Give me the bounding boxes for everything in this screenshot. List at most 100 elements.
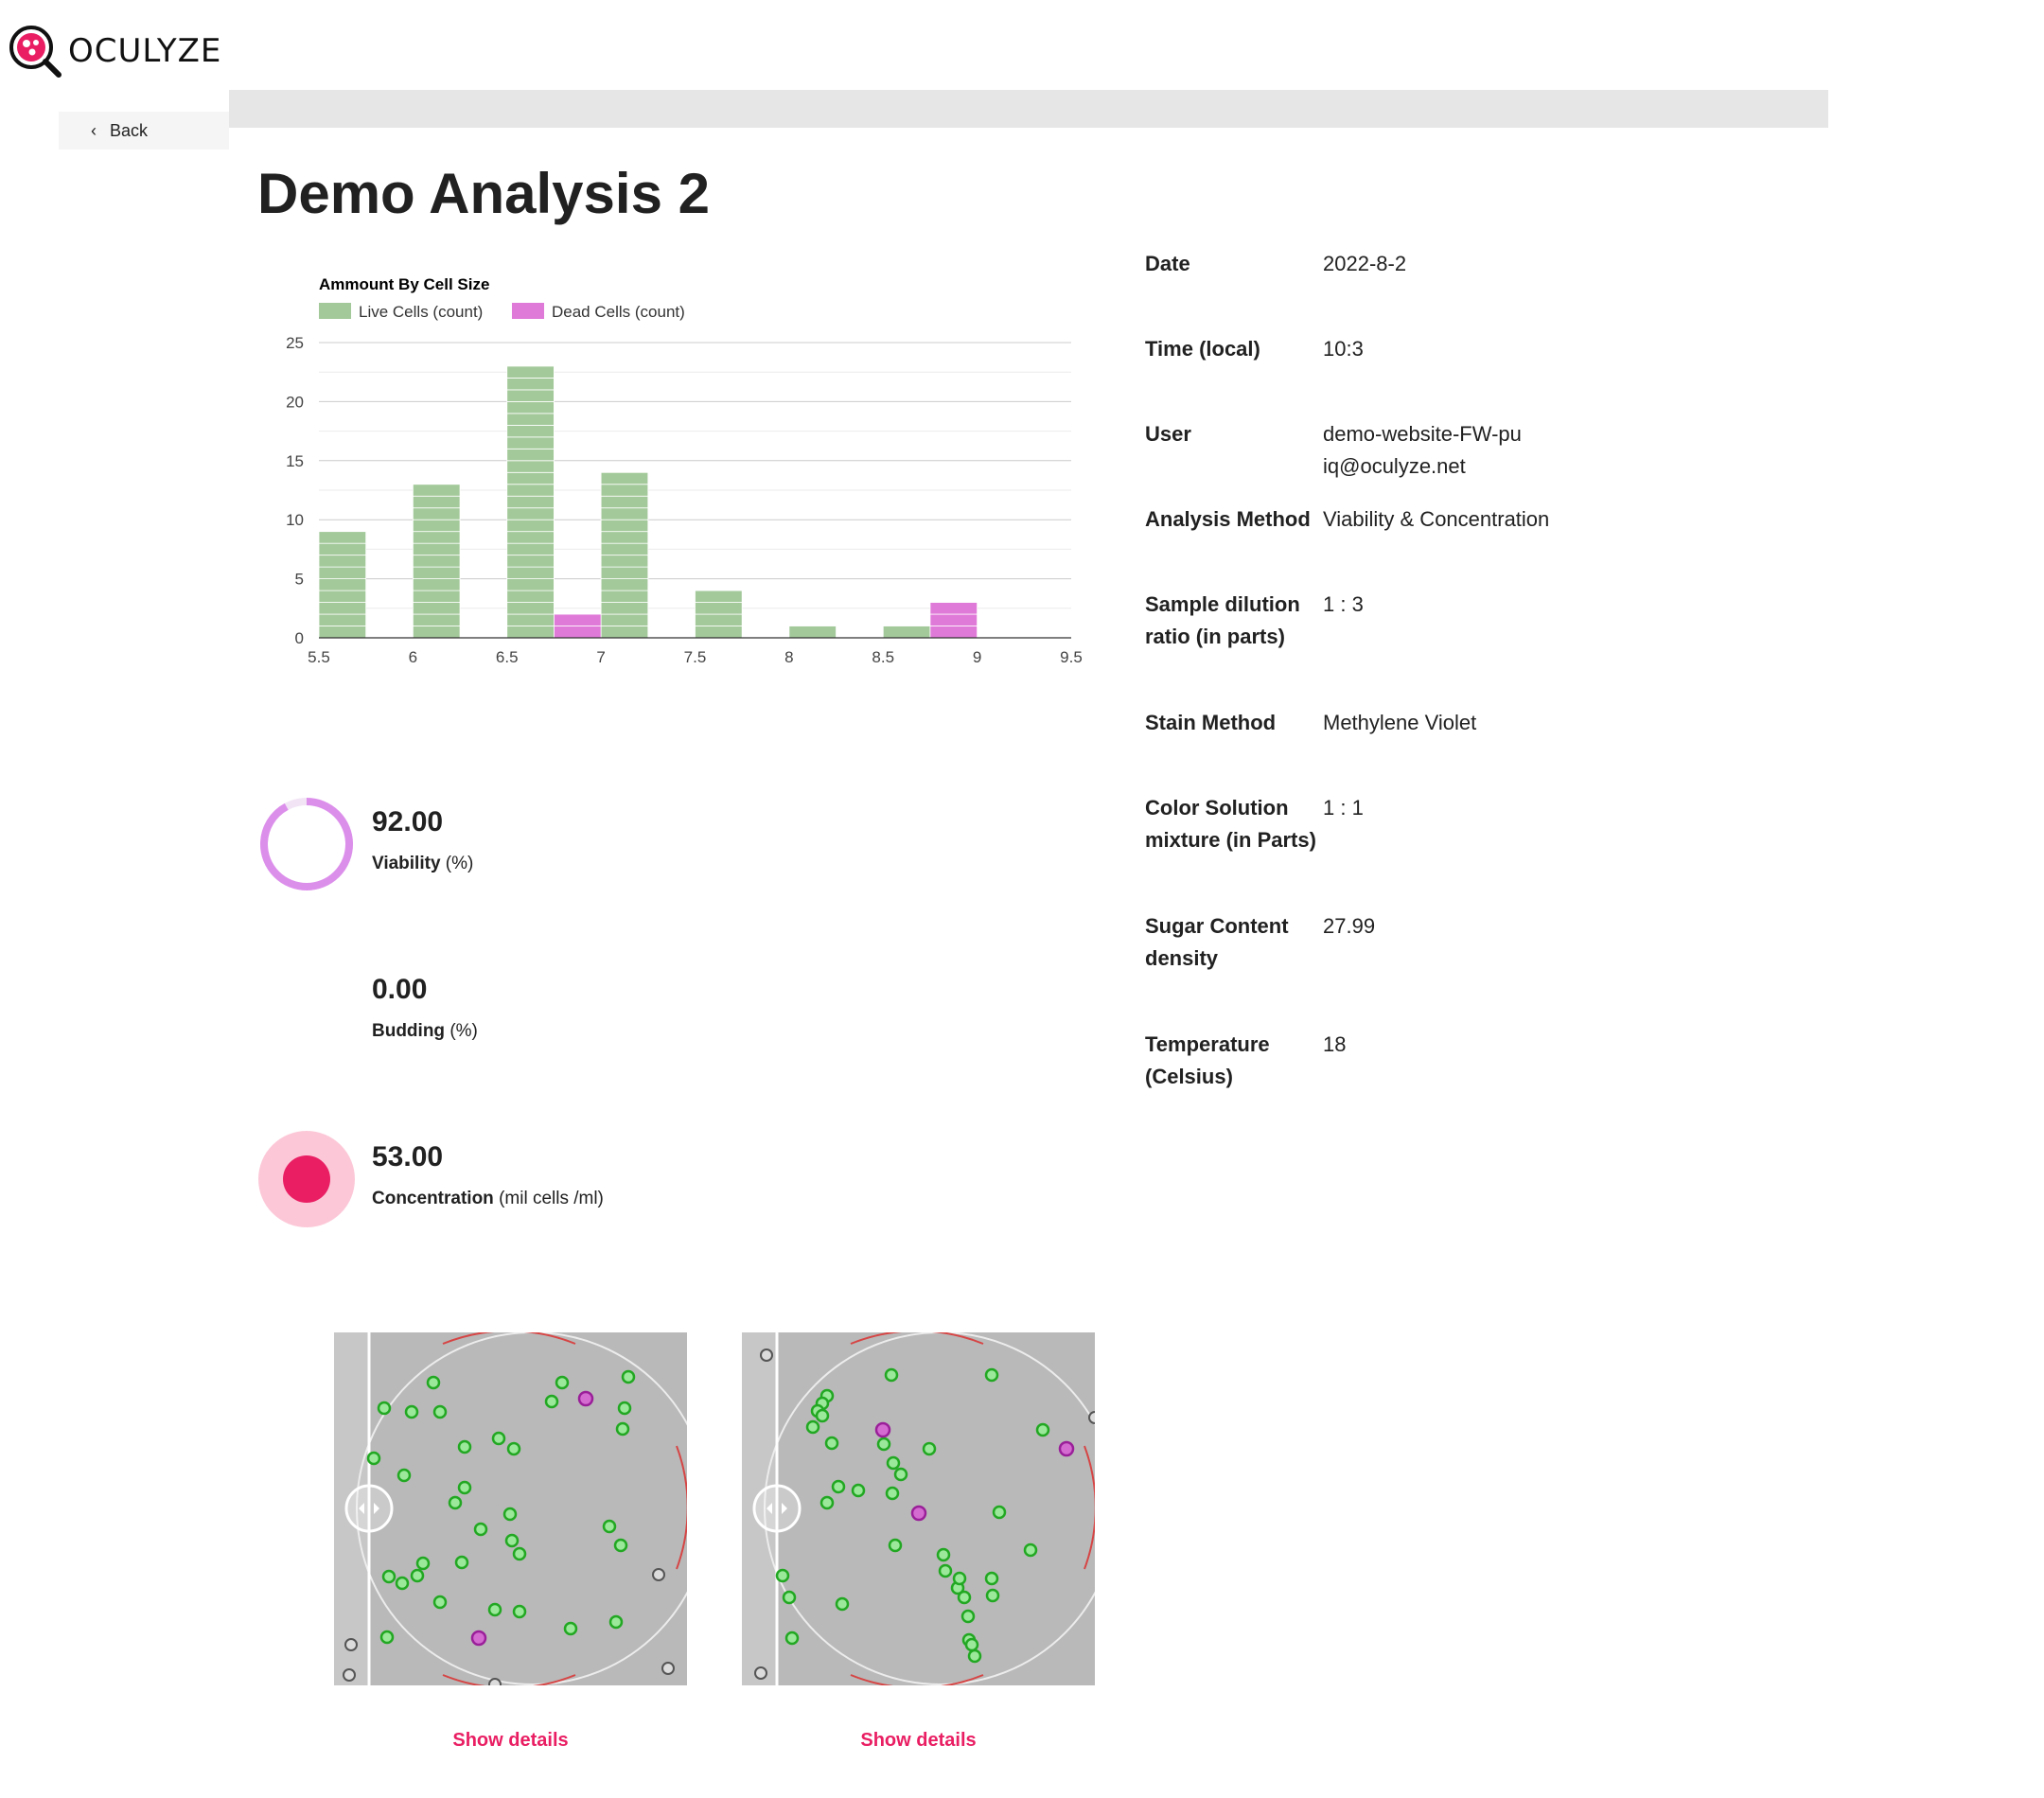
bar-segment bbox=[695, 590, 743, 603]
bar-segment bbox=[412, 626, 461, 639]
info-key: User bbox=[1145, 422, 1191, 446]
bar-segment bbox=[506, 484, 555, 497]
counting-area bbox=[764, 1332, 1095, 1685]
viability-metric: 92.00 Viability (%) bbox=[257, 793, 920, 897]
live-cell bbox=[432, 1404, 448, 1419]
live-cell bbox=[608, 1614, 624, 1630]
live-cell bbox=[615, 1421, 630, 1437]
bar-segment bbox=[600, 602, 649, 615]
legend-swatch bbox=[512, 303, 544, 319]
live-cell bbox=[815, 1408, 830, 1423]
info-value: 18 bbox=[1323, 1032, 1347, 1056]
info-key: Sample dilution ratio (in parts) bbox=[1145, 592, 1300, 648]
microscope-image-1[interactable] bbox=[334, 1332, 687, 1685]
bar-segment bbox=[412, 531, 461, 544]
live-cell bbox=[454, 1555, 469, 1570]
slider-arrows bbox=[766, 1503, 787, 1514]
y-tick-label: 5 bbox=[295, 571, 304, 589]
live-cell bbox=[876, 1437, 891, 1452]
info-row-color-solution: Color Solution mixture (in Parts) 1 : 1 bbox=[1145, 792, 1637, 910]
bar-segment bbox=[506, 413, 555, 426]
info-key: Color Solution mixture (in Parts) bbox=[1145, 796, 1316, 852]
bar-segment bbox=[695, 626, 743, 639]
live-cell bbox=[404, 1404, 419, 1419]
compare-slider-icon bbox=[344, 1484, 394, 1533]
bar-segment bbox=[412, 507, 461, 520]
bar-segment bbox=[600, 542, 649, 556]
bar-segment bbox=[412, 542, 461, 556]
bar-segment bbox=[318, 542, 367, 556]
dead-cell bbox=[1058, 1440, 1075, 1457]
show-details-link-1[interactable]: Show details bbox=[452, 1730, 569, 1751]
concentration-metric: 53.00 Concentration (mil cells /ml) bbox=[257, 1128, 920, 1232]
brand-logo[interactable]: OCULYZE bbox=[8, 23, 221, 79]
bar-segment bbox=[600, 531, 649, 544]
live-cell bbox=[893, 1467, 908, 1482]
concentration-dot-icon bbox=[258, 1131, 355, 1227]
live-cells-bar bbox=[318, 531, 367, 639]
x-tick-label: 7.5 bbox=[684, 648, 707, 666]
info-value: demo-website-FW-puiq@oculyze.net bbox=[1323, 422, 1522, 478]
budding-metric: 0.00 Budding (%) bbox=[257, 961, 920, 1065]
live-cell bbox=[851, 1483, 866, 1498]
bar-segment bbox=[412, 613, 461, 626]
bar-segment bbox=[506, 613, 555, 626]
bar-segment bbox=[506, 566, 555, 579]
bar-segment bbox=[506, 555, 555, 568]
live-cell bbox=[457, 1439, 472, 1454]
x-tick-label: 6.5 bbox=[496, 648, 519, 666]
info-value: 1 : 1 bbox=[1323, 796, 1364, 820]
x-tick-label: 9 bbox=[973, 648, 981, 666]
bar-segment bbox=[318, 613, 367, 626]
live-cell bbox=[563, 1621, 578, 1636]
live-cell bbox=[984, 1367, 999, 1383]
compare-slider-image[interactable] bbox=[742, 1332, 1095, 1685]
bar-segment bbox=[600, 590, 649, 603]
info-key: Stain Method bbox=[1145, 711, 1277, 734]
bar-segment bbox=[600, 495, 649, 509]
y-tick-label: 15 bbox=[286, 452, 304, 470]
bar-segment bbox=[506, 389, 555, 402]
y-tick-label: 10 bbox=[286, 511, 304, 529]
bar-segment bbox=[600, 613, 649, 626]
info-value: 1 : 3 bbox=[1323, 592, 1364, 616]
info-value: Methylene Violet bbox=[1323, 711, 1477, 734]
count-border-arc bbox=[676, 1445, 687, 1570]
legend-swatch bbox=[319, 303, 351, 319]
live-cell bbox=[426, 1375, 441, 1390]
bar-segment bbox=[506, 507, 555, 520]
x-tick-label: 7 bbox=[596, 648, 605, 666]
bar-segment bbox=[318, 578, 367, 591]
dead-cells-bar bbox=[929, 602, 978, 639]
info-row-method: Analysis Method Viability & Concentratio… bbox=[1145, 503, 1637, 589]
bar-segment bbox=[506, 378, 555, 391]
bar-segment bbox=[412, 566, 461, 579]
live-cell bbox=[491, 1431, 506, 1446]
top-bar bbox=[229, 90, 1828, 128]
live-cell bbox=[555, 1375, 570, 1390]
viability-label: Viability (%) bbox=[372, 854, 474, 873]
viability-ring-icon bbox=[260, 798, 353, 890]
chevron-left-icon: ‹ bbox=[91, 120, 97, 140]
bar-segment bbox=[412, 590, 461, 603]
compare-slider-image[interactable] bbox=[334, 1332, 687, 1685]
live-cell bbox=[473, 1522, 488, 1537]
live-cell bbox=[621, 1369, 636, 1384]
brand-name: OCULYZE bbox=[68, 32, 222, 70]
info-value: 27.99 bbox=[1323, 914, 1376, 938]
info-key: Time (local) bbox=[1145, 337, 1260, 361]
bar-segment bbox=[412, 602, 461, 615]
live-cell bbox=[960, 1609, 976, 1624]
back-label: Back bbox=[110, 120, 149, 140]
live-cells-bar bbox=[412, 484, 461, 639]
bar-segment bbox=[318, 626, 367, 639]
viability-value: 92.00 bbox=[372, 806, 444, 837]
back-button[interactable]: ‹ Back bbox=[59, 112, 229, 150]
info-value: 10:3 bbox=[1323, 337, 1364, 361]
microscope-image-2[interactable] bbox=[742, 1332, 1095, 1685]
bar-segment bbox=[929, 626, 978, 639]
show-details-link-2[interactable]: Show details bbox=[860, 1730, 977, 1751]
bar-segment bbox=[600, 519, 649, 533]
bar-segment bbox=[506, 460, 555, 473]
bar-segment bbox=[318, 566, 367, 579]
